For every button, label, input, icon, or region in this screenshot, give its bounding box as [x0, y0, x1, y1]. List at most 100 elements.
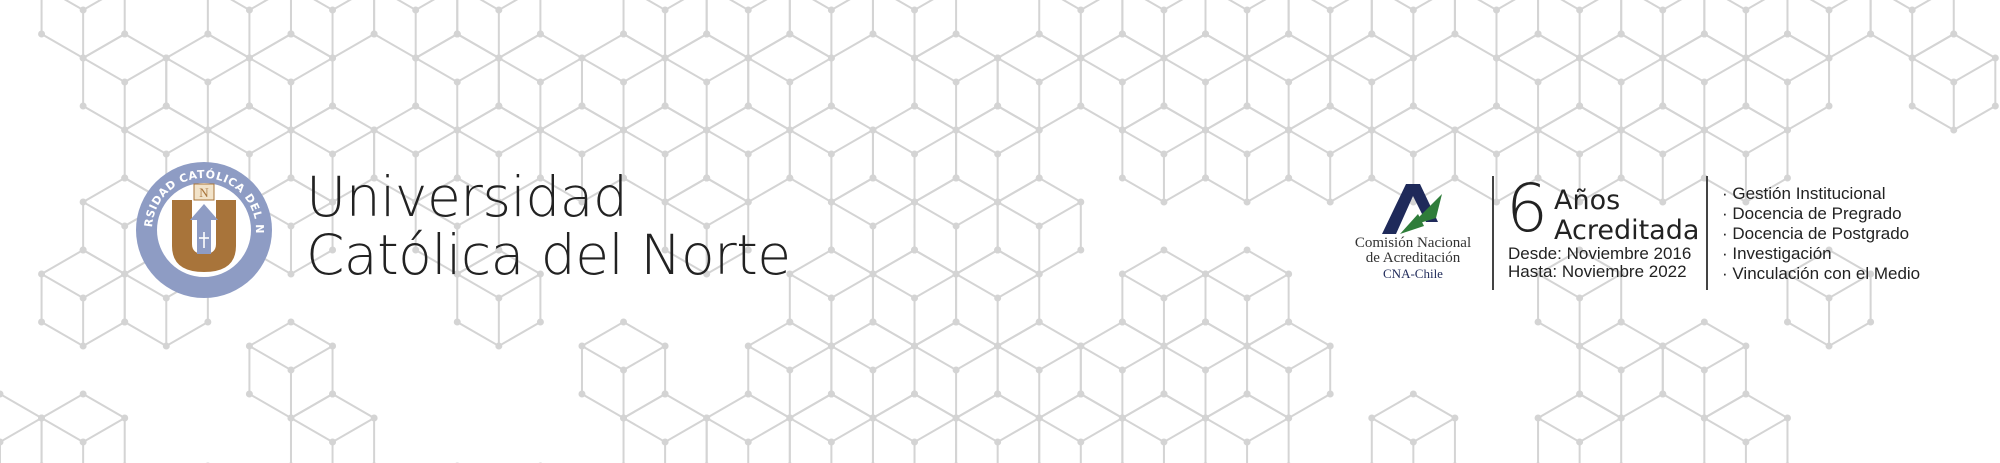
lattice-node: [786, 270, 794, 278]
lattice-node: [786, 126, 794, 134]
lattice-node: [162, 294, 170, 302]
lattice-node: [1659, 342, 1667, 350]
lattice-node: [1202, 78, 1210, 86]
lattice-node: [1368, 126, 1376, 134]
lattice-node: [162, 150, 170, 158]
lattice-node: [287, 30, 295, 38]
lattice-node: [1742, 102, 1750, 110]
cube-outline: [1121, 392, 1207, 463]
lattice-node: [1202, 366, 1210, 374]
lattice-node: [1783, 414, 1791, 422]
lattice-node: [1576, 6, 1584, 14]
area-item: · Docencia de Pregrado: [1722, 204, 1902, 223]
lattice-node: [578, 198, 586, 206]
lattice-node: [1617, 366, 1625, 374]
lattice-node: [1118, 174, 1126, 182]
lattice-node: [1742, 342, 1750, 350]
lattice-node: [661, 342, 669, 350]
lattice-node: [952, 318, 960, 326]
lattice-node: [412, 246, 420, 254]
lattice-node: [1783, 126, 1791, 134]
lattice-node: [744, 342, 752, 350]
lattice-node: [1950, 30, 1958, 38]
lattice-node: [744, 390, 752, 398]
lattice-node: [287, 366, 295, 374]
lattice-node: [1742, 438, 1750, 446]
seal-letter: N: [199, 185, 209, 200]
lattice-node: [578, 102, 586, 110]
lattice-node: [245, 390, 253, 398]
lattice-node: [994, 246, 1002, 254]
lattice-node: [952, 78, 960, 86]
lattice-node: [1118, 30, 1126, 38]
lattice-node: [1742, 198, 1750, 206]
lattice-node: [1534, 174, 1542, 182]
lattice-node: [38, 414, 46, 422]
lattice-node: [827, 342, 835, 350]
lattice-node: [1160, 150, 1168, 158]
cube-outline: [40, 392, 126, 463]
lattice-node: [412, 54, 420, 62]
lattice-node: [1077, 6, 1085, 14]
lattice-node: [1492, 6, 1500, 14]
lattice-node: [162, 54, 170, 62]
lattice-node: [1077, 102, 1085, 110]
lattice-node: [1160, 438, 1168, 446]
lattice-node: [1077, 54, 1085, 62]
lattice-node: [1534, 78, 1542, 86]
lattice-node: [744, 6, 752, 14]
lattice-node: [703, 414, 711, 422]
lattice-node: [911, 6, 919, 14]
cna-line2: de Acreditación: [1365, 250, 1461, 266]
accreditation-period: Desde: Noviembre 2016 Hasta: Noviembre 2…: [1508, 245, 1691, 281]
lattice-node: [620, 126, 628, 134]
lattice-node: [1160, 294, 1168, 302]
lattice-node: [1285, 414, 1293, 422]
lattice-node: [121, 414, 129, 422]
lattice-node: [1991, 102, 1999, 110]
lattice-node: [1118, 78, 1126, 86]
lattice-node: [827, 294, 835, 302]
lattice-node: [703, 126, 711, 134]
lattice-node: [1160, 54, 1168, 62]
accreditation-until: Hasta: Noviembre 2022: [1508, 262, 1687, 281]
lattice-node: [661, 438, 669, 446]
lattice-node: [38, 318, 46, 326]
lattice-node: [287, 414, 295, 422]
accreditation-years-label: Años Acreditada: [1554, 186, 1699, 246]
lattice-node: [786, 78, 794, 86]
lattice-node: [79, 294, 87, 302]
lattice-node: [1617, 126, 1625, 134]
lattice-node: [1160, 6, 1168, 14]
lattice-node: [1326, 198, 1334, 206]
area-item: · Investigación: [1722, 244, 1832, 263]
lattice-node: [703, 174, 711, 182]
lattice-node: [453, 222, 461, 230]
lattice-node: [1326, 342, 1334, 350]
lattice-node: [1285, 318, 1293, 326]
lattice-node: [1492, 54, 1500, 62]
lattice-node: [412, 102, 420, 110]
lattice-node: [1576, 342, 1584, 350]
lattice-node: [1867, 270, 1875, 278]
lattice-node: [1202, 270, 1210, 278]
lattice-node: [1160, 198, 1168, 206]
cna-line3: CNA-Chile: [1383, 266, 1443, 281]
lattice-node: [786, 318, 794, 326]
lattice-node: [1368, 174, 1376, 182]
lattice-node: [952, 270, 960, 278]
lattice-node: [1118, 270, 1126, 278]
lattice-node: [1700, 126, 1708, 134]
lattice-node: [536, 174, 544, 182]
lattice-node: [1783, 78, 1791, 86]
lattice-node: [453, 126, 461, 134]
area-item: · Docencia de Postgrado: [1722, 224, 1910, 243]
lattice-node: [245, 150, 253, 158]
lattice-node: [79, 102, 87, 110]
lattice-node: [1035, 30, 1043, 38]
lattice-node: [1950, 78, 1958, 86]
lattice-node: [245, 54, 253, 62]
lattice-node: [578, 54, 586, 62]
lattice-node: [1659, 198, 1667, 206]
